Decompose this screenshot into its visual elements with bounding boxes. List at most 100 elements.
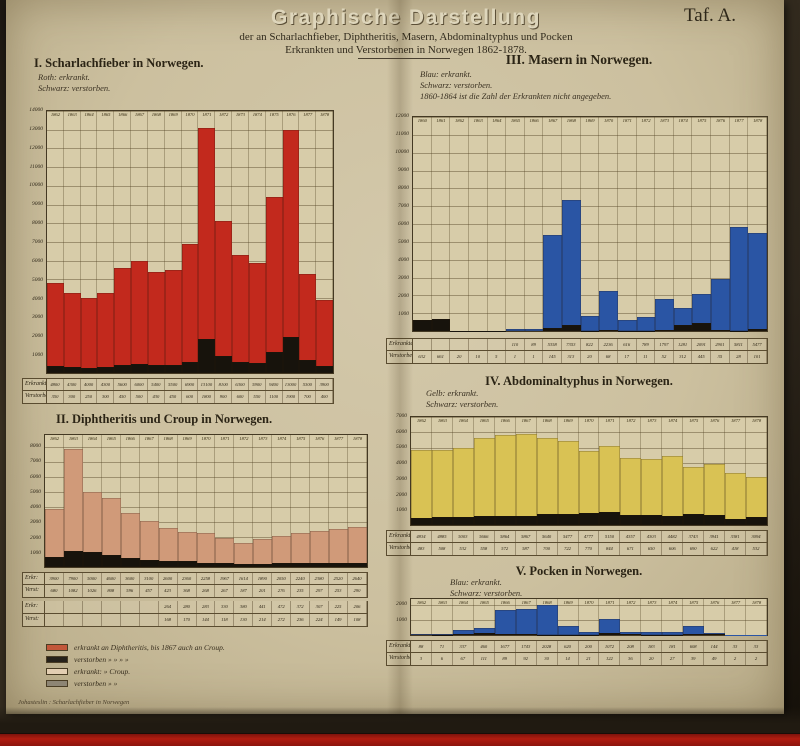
- gridline-v: [692, 117, 712, 331]
- year-label: 1868: [151, 112, 161, 117]
- year-label: 1865: [479, 418, 489, 423]
- table-cell: 661: [432, 351, 451, 363]
- bar-erkrankte: [101, 498, 121, 567]
- table-cell: 4300: [64, 379, 81, 390]
- table-cell: 4885: [432, 531, 453, 542]
- table-cell: [432, 339, 451, 350]
- gridline-h: [413, 259, 767, 261]
- gridline-h: [413, 295, 767, 297]
- bar-erkrankte: [473, 437, 495, 525]
- table-cell: [121, 614, 140, 626]
- year-label: 1863: [68, 436, 78, 441]
- plot-area: 1000 2000 3000 4000 5000 6000 7000 8000 9000 1000…: [386, 113, 768, 332]
- table-cell: 596: [121, 585, 140, 597]
- gridline-v: [121, 435, 140, 567]
- bar-verstorbene: [641, 514, 663, 525]
- row-label: Verstorbene: [387, 653, 411, 665]
- year-label: 1862: [416, 600, 427, 605]
- y-axis-label: 6000: [32, 257, 43, 264]
- table-row: Verstorbene48350853255857258770072277084…: [386, 543, 768, 556]
- bar-verstorbene: [704, 634, 726, 635]
- legend-label: erkrankt: » Croup.: [74, 666, 131, 676]
- bar-erkrankte: [63, 448, 83, 567]
- year-label: 1874: [668, 418, 678, 423]
- bar-erkrankte: [673, 308, 693, 331]
- gridline-h: [45, 447, 367, 448]
- bar-erkrankte: [177, 531, 197, 567]
- bar-erkrankte: [748, 233, 767, 331]
- table-cell: 3100: [140, 573, 159, 584]
- table-cell: 330: [215, 601, 235, 613]
- table-cell: [140, 601, 159, 613]
- bar-verstorbene: [47, 366, 64, 373]
- gridline-v: [474, 599, 495, 635]
- year-label: 1862: [50, 112, 60, 117]
- year-label: 1865: [106, 436, 116, 441]
- table-cell: 5003: [453, 531, 474, 542]
- table-cell: 2240: [291, 573, 311, 584]
- table-cell: 587: [516, 543, 537, 555]
- bar-verstorbene: [139, 560, 159, 567]
- gridline-v: [453, 599, 474, 635]
- table-cell: 1800: [198, 391, 216, 403]
- gridline-v: [253, 435, 273, 567]
- table-cell: 3600: [121, 573, 140, 584]
- gridline-v: [232, 111, 249, 373]
- table-cell: 145: [543, 351, 562, 363]
- table-cell: 20: [581, 351, 600, 363]
- table-cell: 168: [159, 614, 178, 626]
- bar-erkrankte: [543, 235, 563, 331]
- table-cell: 2600: [159, 573, 178, 584]
- gridline-v: [310, 435, 330, 567]
- y-axis-label: 6000: [396, 428, 407, 435]
- table-cell: [45, 601, 64, 613]
- chart-legend-line: Schwarz: verstorben.: [38, 83, 111, 94]
- year-label: 1871: [605, 600, 615, 605]
- year-label: 1878: [751, 600, 762, 605]
- table-cell: 7353: [562, 339, 581, 350]
- table-cell: 3094: [746, 531, 767, 542]
- bar-erkrankte: [80, 298, 98, 373]
- table-cell: 1677: [495, 641, 516, 652]
- bar-erkrankte: [578, 451, 600, 525]
- table-cell: 1743: [516, 641, 537, 652]
- table-cell: [83, 601, 102, 613]
- bar-verstorbene: [215, 356, 233, 373]
- table-cell: 550: [249, 391, 266, 403]
- y-axis: 1000 2000 3000 4000 5000 6000 7000 8000 9000 1000…: [386, 113, 412, 332]
- bar-erkrankte: [452, 629, 474, 635]
- table-cell: 68: [599, 351, 618, 363]
- table-cell: 89: [495, 653, 516, 665]
- table-cell: 616: [618, 339, 637, 350]
- chart-title: II. Diphtheritis und Croup in Norwegen.: [56, 412, 273, 426]
- y-axis-label: 11000: [29, 163, 43, 170]
- bar-verstorbene: [683, 514, 705, 525]
- table-row: Verstorbene36671118992301421122362027394…: [386, 653, 768, 666]
- bar-verstorbene: [291, 563, 311, 567]
- year-label: 1862: [416, 418, 427, 423]
- data-table: Erkrankte 110 89 5358 7353 822 2236 616 789 1797 1…: [386, 338, 768, 364]
- table-cell: 608: [683, 641, 705, 652]
- bar-verstorbene: [120, 558, 140, 567]
- gridline-v: [234, 435, 254, 567]
- plot-area: 1000 2000 3000 4000 5000 6000 7000 1862 1863 186…: [386, 413, 768, 526]
- table-cell: 225: [329, 601, 348, 613]
- table-cell: 508: [432, 543, 453, 555]
- bar-erkrankte: [562, 199, 581, 331]
- year-label: 1872: [239, 436, 249, 441]
- bar-verstorbene: [413, 319, 432, 331]
- year-label: 1875: [296, 436, 306, 441]
- year-label: 1871: [220, 436, 230, 441]
- gridline-v: [655, 117, 674, 331]
- bar-erkrankte: [45, 508, 64, 567]
- plot-grid: 1860 1861 1862 1863 1864 1865 1866 1867 1868 1869…: [412, 116, 768, 332]
- table-cell: 450: [165, 391, 182, 403]
- table-cell: 108: [348, 614, 367, 626]
- chart-pocken: V. Pocken in Norwegen. Blau: erkrankt. Sc…: [386, 564, 772, 668]
- table-cell: 1900: [283, 391, 300, 403]
- gridline-h: [411, 605, 767, 606]
- chart-legend: Roth: erkrankt. Schwarz: verstorben.: [38, 72, 110, 94]
- gridline-v: [599, 117, 618, 331]
- bar-verstorbene: [299, 359, 317, 373]
- year-label: 1872: [641, 118, 651, 123]
